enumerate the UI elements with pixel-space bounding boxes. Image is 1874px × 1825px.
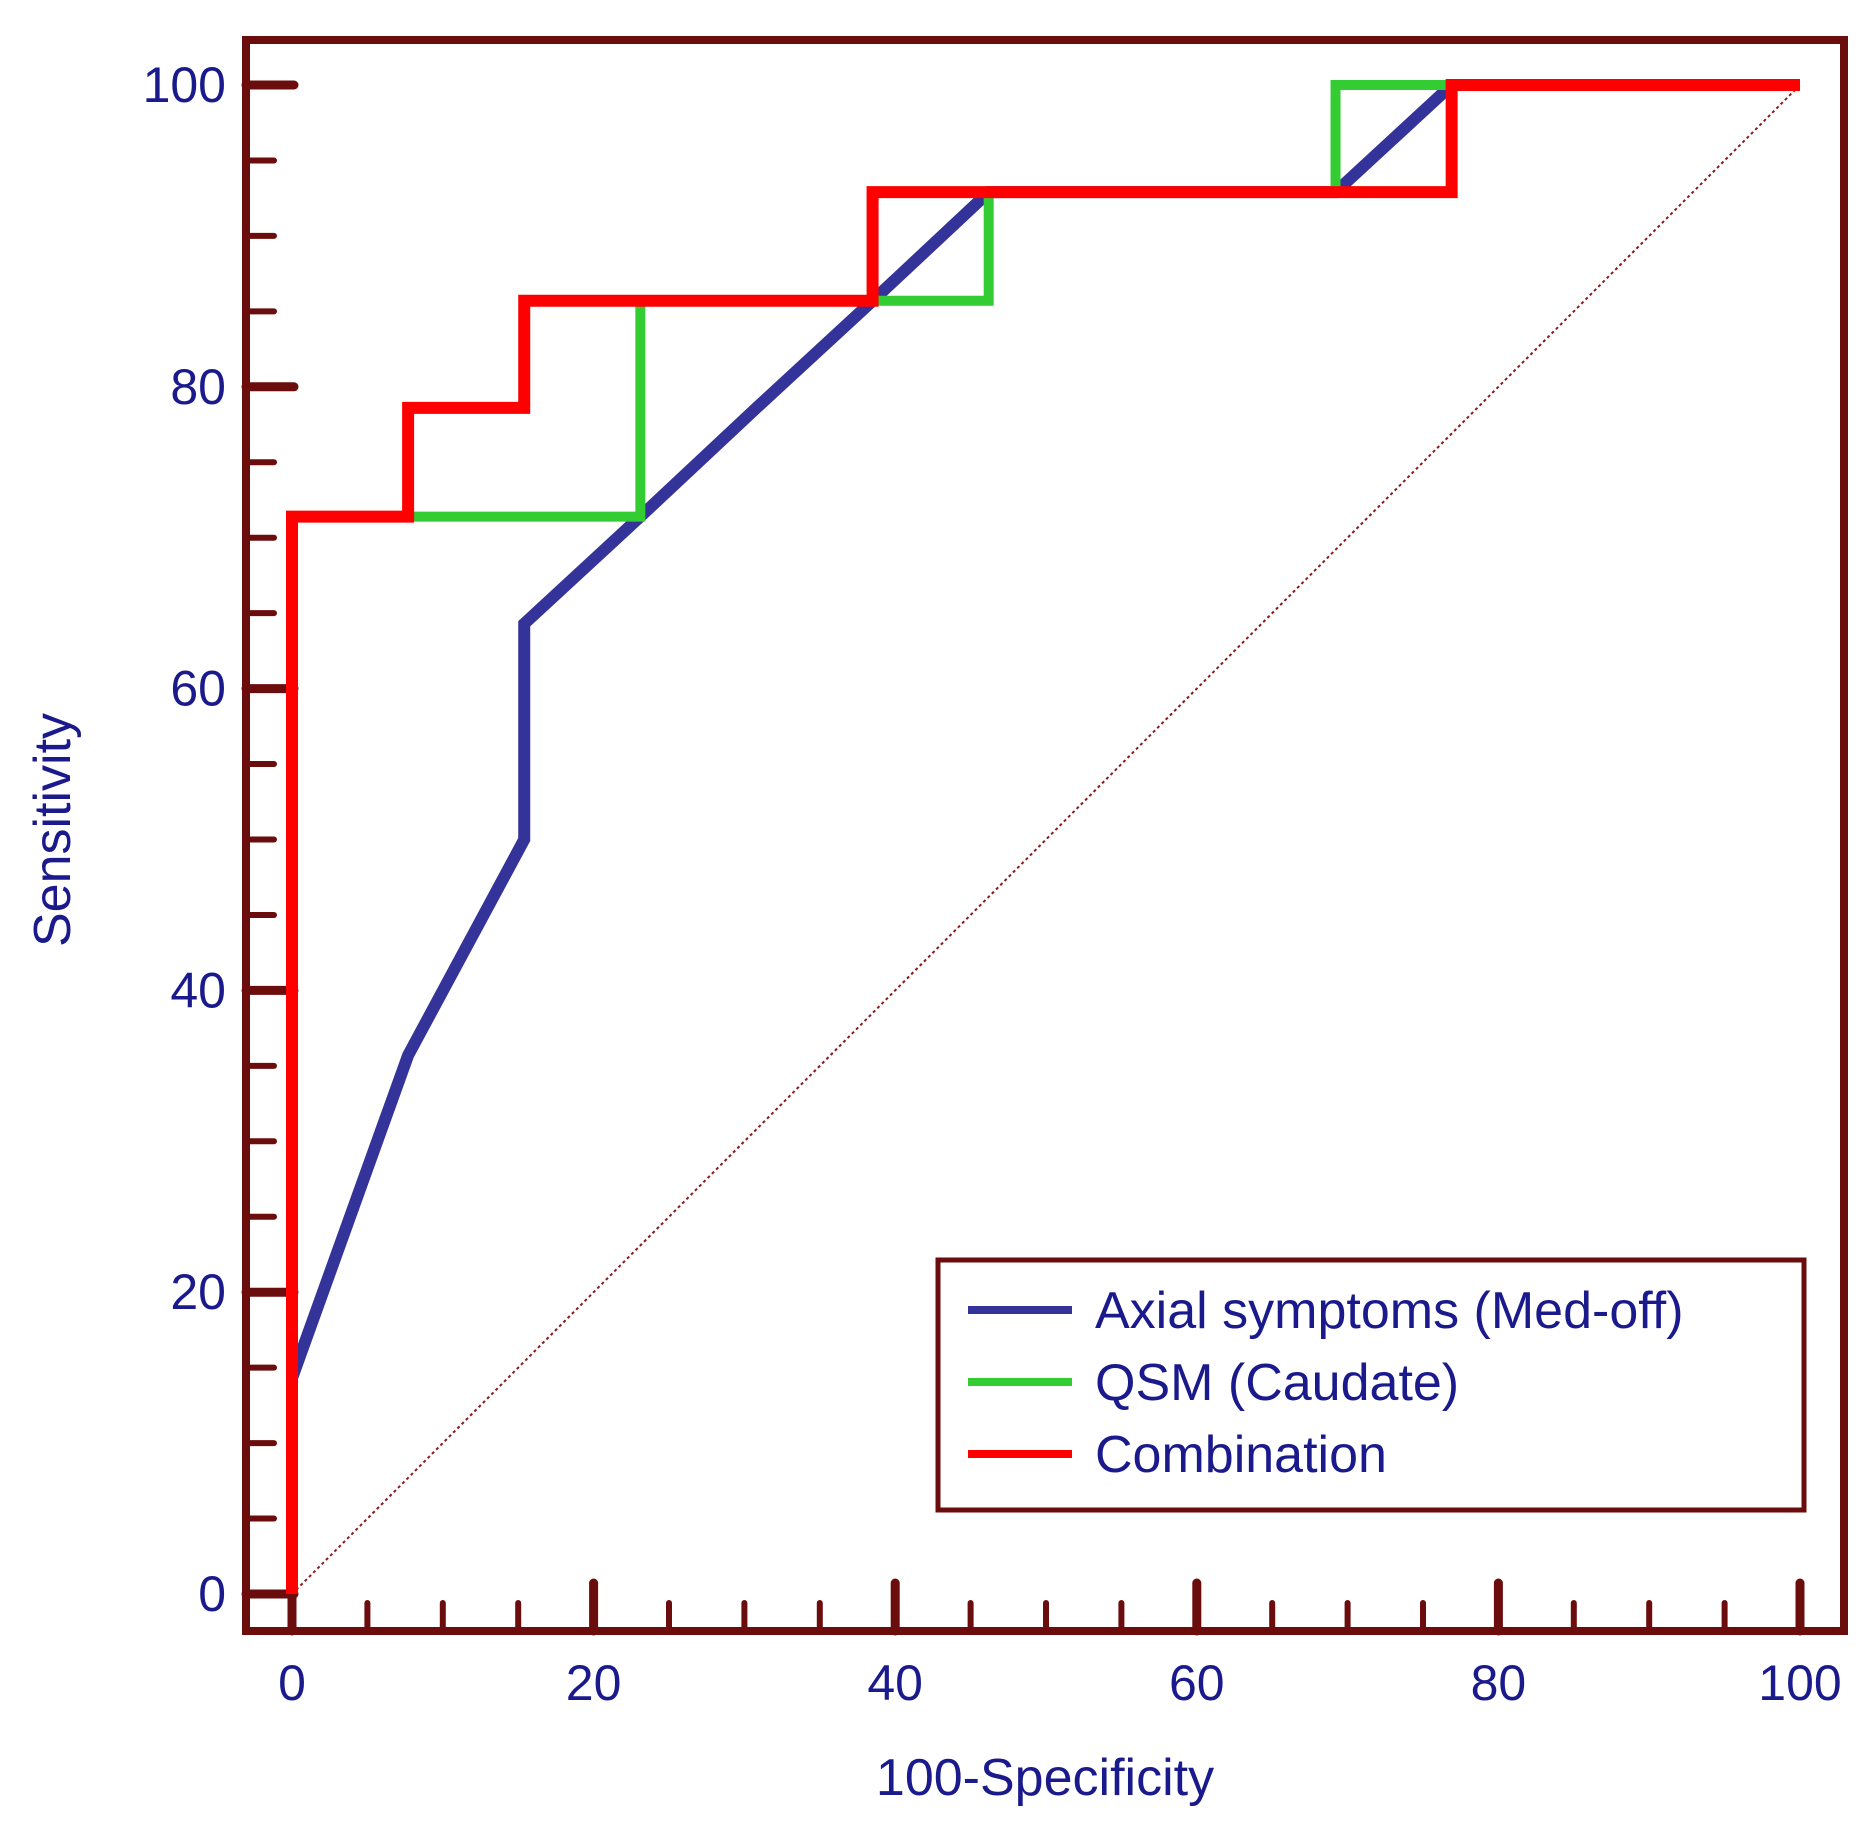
series-lines	[286, 79, 1801, 1595]
series-line-combination	[286, 79, 1800, 1594]
x-tick-label: 80	[1471, 1655, 1527, 1711]
legend: Axial symptoms (Med-off) QSM (Caudate) Com…	[935, 1257, 1807, 1513]
y-tick-label: 80	[170, 359, 226, 415]
legend-box	[935, 1257, 1807, 1513]
y-tick-label: 0	[198, 1566, 226, 1622]
y-axis-title: Sensitivity	[24, 713, 82, 947]
y-tick-label: 40	[170, 962, 226, 1018]
plot-frame	[242, 36, 1848, 1635]
x-axis-title: 100-Specificity	[876, 1749, 1214, 1807]
x-tick-label: 0	[278, 1655, 306, 1711]
legend-label: Combination	[1095, 1426, 1387, 1484]
x-tick-label: 40	[867, 1655, 923, 1711]
legend-label: QSM (Caudate)	[1095, 1354, 1459, 1412]
x-tick-label: 60	[1169, 1655, 1225, 1711]
x-tick-label: 20	[566, 1655, 622, 1711]
y-tick-label: 60	[170, 661, 226, 717]
y-tick-label: 20	[170, 1264, 226, 1320]
x-tick-label: 100	[1758, 1655, 1841, 1711]
legend-label: Axial symptoms (Med-off)	[1095, 1282, 1684, 1340]
tick-labels: 0 20 40 60 80 100 0 20 40 60 80 100	[143, 57, 1842, 1711]
reference-diagonal-line	[291, 84, 1801, 1595]
y-tick-label: 100	[143, 57, 226, 113]
